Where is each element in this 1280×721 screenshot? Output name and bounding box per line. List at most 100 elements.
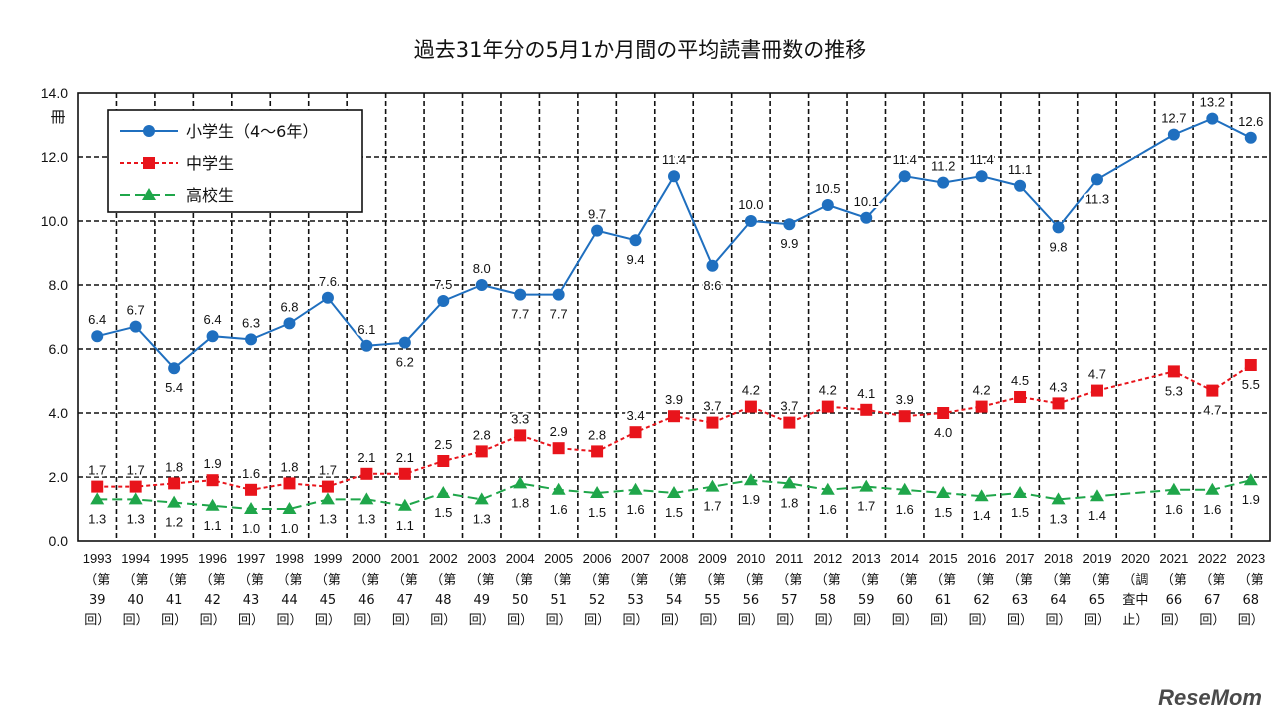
data-point xyxy=(668,170,680,183)
data-label: 1.3 xyxy=(319,511,337,526)
data-label: 1.5 xyxy=(1011,505,1029,520)
x-tick-label: 2022 xyxy=(1198,551,1227,566)
data-label: 1.3 xyxy=(1049,511,1067,526)
x-tick-sublabel: 64 xyxy=(1050,593,1067,608)
x-tick-sublabel: 回） xyxy=(776,613,802,628)
data-point xyxy=(128,492,143,505)
data-point xyxy=(1014,179,1027,192)
x-tick-label: 2002 xyxy=(429,551,458,566)
data-label: 11.3 xyxy=(1085,191,1109,206)
x-tick-sublabel: 50 xyxy=(512,593,529,608)
y-tick-label: 10.0 xyxy=(41,213,68,229)
data-point xyxy=(320,492,335,505)
data-point xyxy=(937,407,950,419)
x-tick-label: 2013 xyxy=(852,551,881,566)
data-label: 1.0 xyxy=(280,521,298,536)
y-tick-label: 4.0 xyxy=(49,405,69,421)
x-tick-sublabel: 48 xyxy=(435,593,452,608)
data-point xyxy=(859,479,874,492)
x-tick-sublabel: 回） xyxy=(1161,613,1187,628)
data-label: 4.1 xyxy=(857,386,875,401)
data-label: 8.0 xyxy=(473,261,491,276)
x-tick-sublabel: （第 xyxy=(200,573,226,588)
data-label: 1.7 xyxy=(703,499,721,514)
data-label: 1.9 xyxy=(204,456,222,471)
data-point xyxy=(359,492,374,505)
x-tick-sublabel: （第 xyxy=(469,573,495,588)
x-tick-sublabel: 43 xyxy=(243,593,260,608)
data-label: 4.5 xyxy=(1011,373,1029,388)
x-tick-sublabel: （第 xyxy=(276,573,302,588)
data-point xyxy=(398,336,411,349)
data-label: 1.8 xyxy=(511,495,529,510)
y-tick-label: 0.0 xyxy=(49,533,69,549)
data-point xyxy=(205,498,220,511)
data-label: 2.5 xyxy=(434,437,452,452)
data-point xyxy=(360,339,373,352)
data-label: 1.9 xyxy=(1242,492,1260,507)
data-point xyxy=(821,199,834,211)
x-tick-label: 2017 xyxy=(1006,551,1035,566)
x-tick-sublabel: （第 xyxy=(84,573,110,588)
chart-title: 過去31年分の5月1か月間の平均読書冊数の推移 xyxy=(413,38,867,62)
data-point xyxy=(475,445,488,458)
data-label: 1.7 xyxy=(319,463,337,478)
data-point xyxy=(821,400,834,413)
data-label: 1.5 xyxy=(665,505,683,520)
x-tick-sublabel: 回） xyxy=(161,613,187,628)
x-tick-sublabel: 回） xyxy=(892,613,918,628)
data-point xyxy=(743,473,758,486)
series-line xyxy=(96,117,1252,370)
x-tick-sublabel: 63 xyxy=(1012,593,1029,608)
x-tick-label: 1994 xyxy=(121,551,150,566)
data-label: 7.6 xyxy=(319,274,337,289)
x-tick-label: 2007 xyxy=(621,551,650,566)
data-label: 1.1 xyxy=(396,518,414,533)
data-point xyxy=(513,476,528,489)
data-label: 4.7 xyxy=(1203,403,1221,418)
data-label: 5.5 xyxy=(1242,377,1260,392)
data-label: 9.9 xyxy=(780,236,798,251)
x-tick-sublabel: 61 xyxy=(935,593,952,608)
data-point xyxy=(1089,489,1104,502)
x-tick-sublabel: 56 xyxy=(743,593,760,608)
y-tick-label: 6.0 xyxy=(49,341,69,357)
x-tick-sublabel: 62 xyxy=(973,593,990,608)
data-label: 1.6 xyxy=(1165,502,1183,517)
x-tick-sublabel: （第 xyxy=(430,573,456,588)
x-tick-label: 2020 xyxy=(1121,551,1150,566)
data-label: 1.3 xyxy=(88,511,106,526)
x-tick-sublabel: 57 xyxy=(781,593,798,608)
data-point xyxy=(860,403,873,416)
x-tick-label: 1995 xyxy=(160,551,189,566)
x-tick-sublabel: 68 xyxy=(1243,593,1260,608)
data-point xyxy=(552,442,565,455)
data-point xyxy=(860,211,873,224)
x-tick-sublabel: （第 xyxy=(1084,573,1110,588)
x-tick-sublabel: （第 xyxy=(1046,573,1072,588)
data-label: 2.9 xyxy=(550,424,568,439)
data-point xyxy=(1014,391,1027,403)
data-point xyxy=(206,330,219,343)
x-tick-sublabel: （第 xyxy=(315,573,341,588)
data-point xyxy=(705,479,720,492)
x-tick-sublabel: 回） xyxy=(430,613,456,628)
x-tick-sublabel: （第 xyxy=(507,573,533,588)
data-label: 4.3 xyxy=(1049,379,1067,394)
data-label: 6.2 xyxy=(396,355,414,370)
data-point xyxy=(1013,486,1028,498)
data-label: 1.5 xyxy=(588,505,606,520)
x-tick-sublabel: （第 xyxy=(1161,573,1187,588)
x-tick-sublabel: （第 xyxy=(738,573,764,588)
y-tick-label: 12.0 xyxy=(41,149,68,165)
x-tick-sublabel: 回） xyxy=(392,613,418,628)
x-tick-sublabel: （第 xyxy=(699,573,725,588)
data-point xyxy=(629,234,642,247)
x-tick-sublabel: 回） xyxy=(1007,613,1033,628)
data-label: 1.8 xyxy=(165,459,183,474)
x-tick-sublabel: 回） xyxy=(930,613,956,628)
x-tick-sublabel: 49 xyxy=(473,593,490,608)
data-label: 4.2 xyxy=(742,383,760,398)
x-tick-sublabel: 52 xyxy=(589,593,606,608)
data-point xyxy=(360,467,373,480)
